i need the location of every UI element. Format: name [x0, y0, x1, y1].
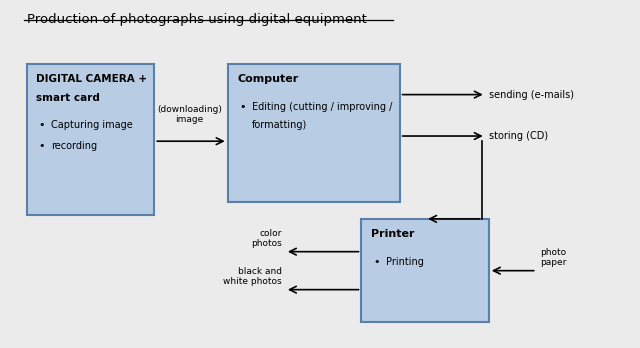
Text: Computer: Computer [237, 74, 298, 84]
Text: •: • [38, 120, 45, 130]
Text: •: • [373, 257, 380, 267]
Text: sending (e-mails): sending (e-mails) [489, 89, 574, 100]
Text: smart card: smart card [36, 93, 100, 103]
Text: recording: recording [51, 141, 97, 151]
Text: Capturing image: Capturing image [51, 120, 133, 130]
Text: formatting): formatting) [252, 120, 307, 130]
Text: storing (CD): storing (CD) [489, 131, 548, 141]
FancyBboxPatch shape [27, 64, 154, 215]
Text: Production of photographs using digital equipment: Production of photographs using digital … [27, 14, 367, 26]
Text: •: • [38, 141, 45, 151]
Text: photo
paper: photo paper [540, 248, 566, 267]
FancyBboxPatch shape [362, 219, 489, 323]
Text: color
photos: color photos [251, 229, 282, 248]
Text: DIGITAL CAMERA +: DIGITAL CAMERA + [36, 74, 148, 84]
Text: (downloading)
image: (downloading) image [157, 104, 222, 124]
Text: Editing (cutting / improving /: Editing (cutting / improving / [252, 102, 392, 111]
FancyBboxPatch shape [228, 64, 399, 201]
Text: •: • [239, 102, 246, 111]
Text: Printer: Printer [371, 229, 415, 239]
Text: Printing: Printing [386, 257, 424, 267]
Text: black and
white photos: black and white photos [223, 267, 282, 286]
